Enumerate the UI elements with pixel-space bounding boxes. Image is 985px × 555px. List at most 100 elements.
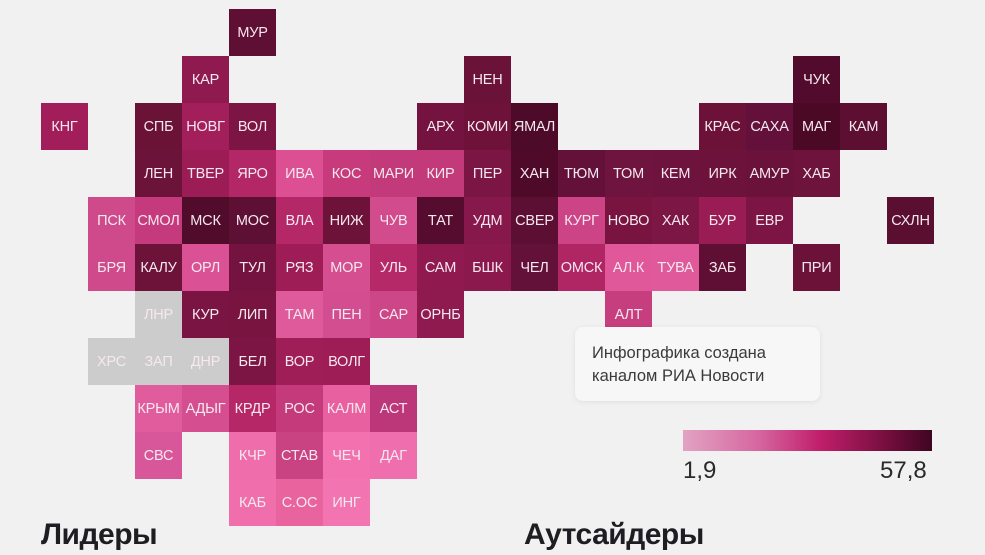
- region-tile-label: ЯРО: [237, 165, 268, 182]
- region-tile: ЗАБ: [699, 244, 746, 291]
- color-scale-min-label: 1,9: [683, 457, 717, 484]
- region-tile-label: ХАК: [661, 212, 690, 229]
- region-tile: ТУЛ: [229, 244, 276, 291]
- region-tile: ВЛА: [276, 197, 323, 244]
- region-tile-label: СВС: [143, 447, 174, 464]
- region-tile: КЧР: [229, 432, 276, 479]
- region-tile-label: КЧР: [238, 447, 267, 464]
- region-tile: ДАГ: [370, 432, 417, 479]
- region-tile-label: КАЛУ: [140, 259, 177, 276]
- region-tile-label: ВОЛ: [237, 118, 268, 135]
- region-tile-label: ТАТ: [427, 212, 454, 229]
- region-tile-label: НОВГ: [186, 118, 225, 135]
- region-tile: АСТ: [370, 385, 417, 432]
- region-tile-label: ЧЕЛ: [520, 259, 549, 276]
- region-tile-label: КОС: [331, 165, 362, 182]
- region-tile: БРЯ: [88, 244, 135, 291]
- region-tile-label: КУРГ: [564, 212, 599, 229]
- region-tile: ЧУК: [793, 56, 840, 103]
- region-tile: НЕН: [464, 56, 511, 103]
- region-tile: САР: [370, 291, 417, 338]
- region-tile-label: ТУЛ: [239, 259, 266, 276]
- region-tile-label: САХА: [750, 118, 789, 135]
- region-tile-label: КОМИ: [466, 118, 509, 135]
- region-tile-label: ДНР: [190, 353, 221, 370]
- region-tile: ХАБ: [793, 150, 840, 197]
- region-tile-label: КАР: [191, 71, 220, 88]
- region-tile-label: БУР: [708, 212, 737, 229]
- region-tile: СВЕР: [511, 197, 558, 244]
- region-tile: ВОР: [276, 338, 323, 385]
- region-tile: ПЕН: [323, 291, 370, 338]
- region-tile-label: САР: [379, 306, 408, 323]
- region-tile-label: ХАБ: [802, 165, 831, 182]
- region-tile-label: ПСК: [97, 212, 126, 229]
- region-tile: ЧЕЛ: [511, 244, 558, 291]
- region-tile: КАМ: [840, 103, 887, 150]
- region-tile: КНГ: [41, 103, 88, 150]
- region-tile-label: АРХ: [426, 118, 455, 135]
- region-tile-label: ПРИ: [801, 259, 832, 276]
- region-tile: ЯМАЛ: [511, 103, 558, 150]
- region-tile-label: УЛЬ: [379, 259, 408, 276]
- region-tile-label: ИВА: [285, 165, 314, 182]
- region-tile: КАР: [182, 56, 229, 103]
- region-tile: УЛЬ: [370, 244, 417, 291]
- region-tile-label: ПЕР: [472, 165, 503, 182]
- region-tile: САХА: [746, 103, 793, 150]
- region-tile-label: НОВО: [607, 212, 650, 229]
- region-tile-label: МОС: [235, 212, 270, 229]
- region-tile: КАБ: [229, 479, 276, 526]
- region-tile-label: СТАВ: [281, 447, 318, 464]
- region-tile-label: РЯЗ: [285, 259, 314, 276]
- region-tile: МСК: [182, 197, 229, 244]
- region-tile: МАГ: [793, 103, 840, 150]
- region-tile: ИНГ: [323, 479, 370, 526]
- region-tile-label: С.ОС: [281, 494, 318, 511]
- region-tile-label: БЕЛ: [238, 353, 267, 370]
- region-tile-label: КНГ: [51, 118, 78, 135]
- region-tile: УДМ: [464, 197, 511, 244]
- region-tile: НОВО: [605, 197, 652, 244]
- region-tile: АРХ: [417, 103, 464, 150]
- region-tile: ХАН: [511, 150, 558, 197]
- color-scale-max-label: 57,8: [880, 457, 927, 484]
- region-tile: ЗАП: [135, 338, 182, 385]
- region-tile: ПРИ: [793, 244, 840, 291]
- region-tile-label: СПБ: [143, 118, 174, 135]
- region-tile-label: НЕН: [472, 71, 503, 88]
- region-tile: ЯРО: [229, 150, 276, 197]
- region-tile-label: ЯМАЛ: [513, 118, 556, 135]
- region-tile: НОВГ: [182, 103, 229, 150]
- region-tile-label: ЧЕЧ: [332, 447, 361, 464]
- region-tile-label: СВЕР: [515, 212, 554, 229]
- region-tile: ПСК: [88, 197, 135, 244]
- region-tile-label: БРЯ: [97, 259, 126, 276]
- region-tile: АДЫГ: [182, 385, 229, 432]
- region-tile: ДНР: [182, 338, 229, 385]
- region-tile-label: ПЕН: [331, 306, 362, 323]
- region-tile-label: РОС: [284, 400, 315, 417]
- region-tile: ОРЛ: [182, 244, 229, 291]
- region-tile: АЛ.К: [605, 244, 652, 291]
- region-tile-label: КРДР: [234, 400, 271, 417]
- leaders-heading: Лидеры: [41, 518, 158, 551]
- region-tile: ТУВА: [652, 244, 699, 291]
- region-tile-label: ОРЛ: [190, 259, 221, 276]
- region-tile: С.ОС: [276, 479, 323, 526]
- color-scale-bar: [683, 430, 932, 451]
- region-tile-label: АЛТ: [614, 306, 643, 323]
- region-tile: ОРНБ: [417, 291, 464, 338]
- source-note-line-2: каналом РИА Новости: [592, 367, 765, 385]
- region-tile-label: СХЛН: [891, 212, 930, 229]
- region-tile: ТОМ: [605, 150, 652, 197]
- region-tile: БУР: [699, 197, 746, 244]
- region-tile: ОМСК: [558, 244, 605, 291]
- region-tile: МОР: [323, 244, 370, 291]
- region-tile-label: ЗАП: [144, 353, 173, 370]
- region-tile: КРАС: [699, 103, 746, 150]
- region-tile: ЛИП: [229, 291, 276, 338]
- region-tile: АМУР: [746, 150, 793, 197]
- region-tile-label: МСК: [190, 212, 221, 229]
